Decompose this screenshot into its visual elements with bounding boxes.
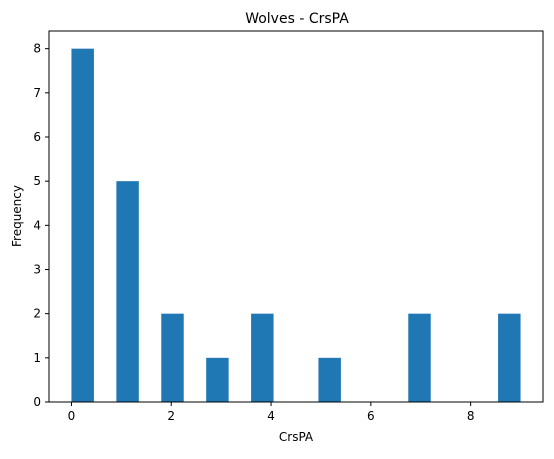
bar-1 <box>116 181 139 402</box>
x-tick-label: 6 <box>367 409 375 423</box>
x-tick-label: 8 <box>467 409 475 423</box>
x-tick-label: 0 <box>68 409 76 423</box>
bar-0 <box>71 48 94 403</box>
chart-title: Wolves - CrsPA <box>245 11 349 27</box>
bar-7 <box>498 313 521 402</box>
y-tick-label: 1 <box>33 351 41 365</box>
x-tick-label: 4 <box>267 409 275 423</box>
x-tick-label: 2 <box>167 409 175 423</box>
y-tick-label: 4 <box>33 218 41 232</box>
y-tick-label: 6 <box>33 130 41 144</box>
x-axis-ticks: 0 2 4 6 8 <box>68 402 475 423</box>
plot-frame <box>48 30 544 403</box>
y-axis-label: Frequency <box>10 185 24 247</box>
y-axis-ticks: 0 1 2 3 4 5 6 7 8 <box>33 42 49 409</box>
y-tick-label: 0 <box>33 395 41 409</box>
bar-4 <box>251 313 274 402</box>
bar-2 <box>161 313 184 402</box>
bars-group <box>71 48 521 403</box>
y-tick-label: 7 <box>33 86 41 100</box>
y-tick-label: 5 <box>33 174 41 188</box>
bar-5 <box>318 357 341 402</box>
bar-3 <box>206 357 229 402</box>
y-tick-label: 8 <box>33 42 41 56</box>
x-axis-label: CrsPA <box>279 430 314 444</box>
y-tick-label: 2 <box>33 307 41 321</box>
bar-6 <box>408 313 431 402</box>
y-tick-label: 3 <box>33 263 41 277</box>
